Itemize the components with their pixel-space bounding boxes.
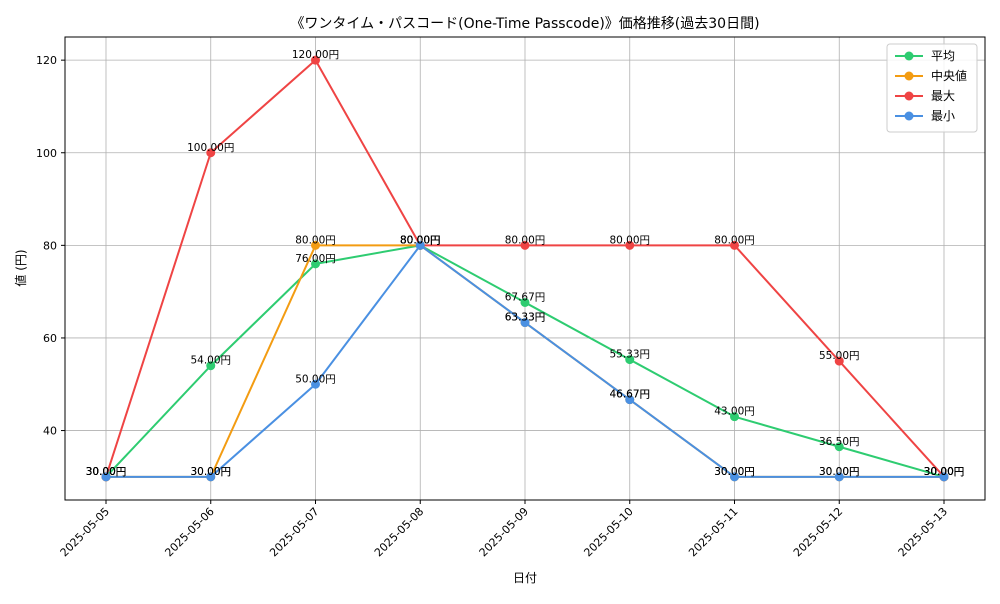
data-label: 30.00円 [924, 466, 965, 478]
data-labels: 30.00円 54.00円 76.00円 80.00円 67.67円 55.33円 43.0… [86, 49, 965, 478]
data-label: 46.67円 [609, 389, 650, 401]
y-tick-label: 80 [43, 239, 57, 252]
data-label: 63.33円 [505, 312, 546, 324]
data-label: 63.33円 [505, 312, 546, 324]
data-point [730, 412, 739, 422]
x-tick-label: 2025-05-05 [58, 505, 112, 559]
data-point [415, 240, 425, 250]
data-point [730, 240, 739, 250]
x-tick-label: 2025-05-11 [686, 505, 740, 559]
data-point [730, 472, 739, 482]
legend-marker [904, 51, 914, 61]
data-label: 80.00円 [714, 234, 755, 246]
data-label: 30.00円 [819, 466, 860, 478]
data-label: 30.00円 [924, 466, 965, 478]
data-label: 46.67円 [609, 389, 650, 401]
data-label: 100.00円 [187, 142, 234, 154]
data-label: 30.00円 [190, 466, 231, 478]
data-label: 80.00円 [400, 234, 441, 246]
data-label: 54.00円 [190, 355, 231, 367]
data-label: 67.67円 [505, 291, 546, 303]
y-tick-label: 100 [36, 147, 57, 160]
data-label: 80.00円 [295, 234, 336, 246]
data-point [834, 472, 844, 482]
data-label: 76.00円 [295, 253, 336, 265]
legend-label: 最大 [931, 89, 955, 103]
data-label: 80.00円 [400, 234, 441, 246]
data-label: 30.00円 [924, 466, 965, 478]
y-tick-label: 120 [36, 54, 57, 67]
data-label: 55.33円 [609, 349, 650, 361]
data-label: 30.00円 [819, 466, 860, 478]
legend-label: 中央値 [931, 68, 967, 83]
data-label: 80.00円 [400, 234, 441, 246]
y-tick-label: 60 [43, 332, 57, 345]
data-point [939, 472, 949, 482]
x-tick-label: 2025-05-07 [267, 505, 321, 559]
legend-marker [904, 71, 914, 81]
x-tick-label: 2025-05-06 [162, 505, 216, 559]
data-point [311, 379, 320, 389]
data-label: 30.00円 [924, 466, 965, 478]
data-label: 55.00円 [819, 350, 860, 362]
legend-box [886, 43, 978, 133]
data-label: 30.00円 [190, 466, 231, 478]
data-label: 43.00円 [714, 406, 755, 418]
data-point [311, 240, 320, 250]
data-label: 120.00円 [292, 49, 339, 61]
data-label: 80.00円 [609, 234, 650, 246]
data-label: 30.00円 [86, 466, 127, 478]
data-point [206, 472, 216, 482]
data-point [625, 240, 635, 250]
data-label: 50.00円 [295, 373, 336, 385]
x-tick-label: 2025-05-10 [581, 505, 635, 559]
data-point [520, 297, 530, 307]
data-label: 30.00円 [86, 466, 127, 478]
data-label: 30.00円 [714, 466, 755, 478]
data-label: 30.00円 [86, 466, 127, 478]
data-label: 80.00円 [400, 234, 441, 246]
legend-marker [904, 111, 914, 121]
y-tick-label: 40 [43, 425, 57, 438]
legend-marker [904, 91, 914, 101]
series-layer [101, 55, 949, 482]
grid [65, 37, 985, 500]
data-point [206, 361, 216, 371]
data-label: 36.50円 [819, 436, 860, 448]
chart-title: 《ワンタイム・パスコード(One-Time Passcode)》価格推移(過去3… [290, 16, 759, 32]
data-label: 80.00円 [505, 234, 546, 246]
legend-label: 最小 [931, 109, 955, 123]
data-point [520, 318, 530, 328]
data-point [311, 259, 320, 269]
data-point [625, 355, 635, 365]
y-axis-label: 値 (円) [13, 249, 28, 286]
data-point [834, 356, 844, 366]
data-point [101, 472, 111, 482]
x-axis-label: 日付 [513, 571, 537, 585]
x-tick-label: 2025-05-09 [477, 505, 531, 559]
data-point [625, 395, 635, 405]
x-tick-label: 2025-05-12 [791, 505, 845, 559]
data-point [311, 55, 320, 65]
x-tick-label: 2025-05-08 [372, 505, 426, 559]
data-point [520, 240, 530, 250]
data-label: 30.00円 [86, 466, 127, 478]
legend-label: 平均 [931, 49, 955, 63]
data-point [834, 442, 844, 452]
data-label: 30.00円 [714, 466, 755, 478]
x-tick-label: 2025-05-13 [896, 505, 950, 559]
data-point [206, 148, 216, 158]
